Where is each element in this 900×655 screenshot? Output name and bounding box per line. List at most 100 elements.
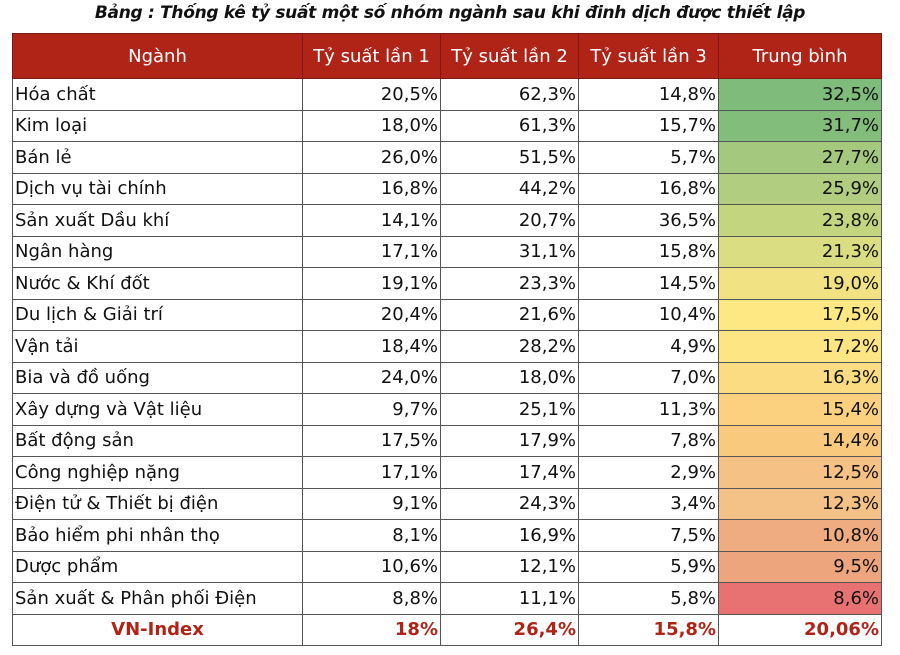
table-row: Xây dựng và Vật liệu 9,7% 25,1% 11,3% 15,4% xyxy=(12,393,882,426)
yield-2-cell: 44,2% xyxy=(440,172,579,205)
table-row: Bảo hiểm phi nhân thọ 8,1% 16,9% 7,5% 10,8% xyxy=(12,519,882,552)
average-cell: 17,5% xyxy=(718,298,882,331)
table-row: Điện tử & Thiết bị điện 9,1% 24,3% 3,4% 12,3… xyxy=(12,487,882,520)
average-cell: 16,3% xyxy=(718,361,882,394)
yield-1-cell: 8,1% xyxy=(302,519,441,552)
yield-2-cell: 61,3% xyxy=(440,109,579,142)
yield-1-cell: 17,5% xyxy=(302,424,441,457)
yield-1-cell: 18,0% xyxy=(302,109,441,142)
table-row: Kim loại 18,0% 61,3% 15,7% 31,7% xyxy=(12,109,882,142)
header-yield-2: Tỷ suất lần 2 xyxy=(440,33,579,79)
yield-1-cell: 9,7% xyxy=(302,393,441,426)
average-cell: 15,4% xyxy=(718,393,882,426)
sector-cell: VN-Index xyxy=(12,613,303,646)
yield-1-cell: 16,8% xyxy=(302,172,441,205)
yield-3-cell: 5,7% xyxy=(578,141,719,174)
header-yield-3: Tỷ suất lần 3 xyxy=(578,33,719,79)
average-cell: 25,9% xyxy=(718,172,882,205)
average-cell: 19,0% xyxy=(718,267,882,300)
table-row: Du lịch & Giải trí 20,4% 21,6% 10,4% 17,5% xyxy=(12,298,882,331)
yield-2-cell: 17,9% xyxy=(440,424,579,457)
table-row: Nước & Khí đốt 19,1% 23,3% 14,5% 19,0% xyxy=(12,267,882,300)
sector-cell: Dược phẩm xyxy=(12,550,303,583)
yield-2-cell: 31,1% xyxy=(440,235,579,268)
yield-2-cell: 24,3% xyxy=(440,487,579,520)
sector-cell: Bảo hiểm phi nhân thọ xyxy=(12,519,303,552)
sector-yield-table: Ngành Tỷ suất lần 1 Tỷ suất lần 2 Tỷ suấ… xyxy=(12,33,882,646)
yield-2-cell: 21,6% xyxy=(440,298,579,331)
yield-2-cell: 28,2% xyxy=(440,330,579,363)
average-cell: 9,5% xyxy=(718,550,882,583)
yield-1-cell: 18% xyxy=(302,613,441,646)
yield-2-cell: 12,1% xyxy=(440,550,579,583)
table-row: Bia và đồ uống 24,0% 18,0% 7,0% 16,3% xyxy=(12,361,882,394)
sector-cell: Bán lẻ xyxy=(12,141,303,174)
sector-cell: Bất động sản xyxy=(12,424,303,457)
sector-cell: Hóa chất xyxy=(12,78,303,111)
yield-2-cell: 25,1% xyxy=(440,393,579,426)
yield-1-cell: 8,8% xyxy=(302,582,441,615)
table-caption: Bảng : Thống kê tỷ suất một số nhóm ngàn… xyxy=(94,3,806,23)
sector-cell: Dịch vụ tài chính xyxy=(12,172,303,205)
yield-3-cell: 2,9% xyxy=(578,456,719,489)
table-row: Sản xuất & Phân phối Điện 8,8% 11,1% 5,8% 8,… xyxy=(12,582,882,615)
average-cell: 20,06% xyxy=(718,613,882,646)
average-cell: 8,6% xyxy=(718,582,882,615)
sector-cell: Điện tử & Thiết bị điện xyxy=(12,487,303,520)
yield-1-cell: 20,5% xyxy=(302,78,441,111)
sector-cell: Bia và đồ uống xyxy=(12,361,303,394)
yield-3-cell: 3,4% xyxy=(578,487,719,520)
yield-3-cell: 7,8% xyxy=(578,424,719,457)
table-row: Bất động sản 17,5% 17,9% 7,8% 14,4% xyxy=(12,424,882,457)
average-cell: 31,7% xyxy=(718,109,882,142)
yield-1-cell: 10,6% xyxy=(302,550,441,583)
average-cell: 23,8% xyxy=(718,204,882,237)
table-row: Vận tải 18,4% 28,2% 4,9% 17,2% xyxy=(12,330,882,363)
average-cell: 21,3% xyxy=(718,235,882,268)
yield-3-cell: 15,7% xyxy=(578,109,719,142)
yield-3-cell: 7,0% xyxy=(578,361,719,394)
sector-cell: Kim loại xyxy=(12,109,303,142)
yield-2-cell: 51,5% xyxy=(440,141,579,174)
yield-3-cell: 7,5% xyxy=(578,519,719,552)
yield-3-cell: 11,3% xyxy=(578,393,719,426)
header-sector: Ngành xyxy=(12,33,303,79)
yield-3-cell: 4,9% xyxy=(578,330,719,363)
yield-1-cell: 24,0% xyxy=(302,361,441,394)
sector-cell: Vận tải xyxy=(12,330,303,363)
yield-3-cell: 5,8% xyxy=(578,582,719,615)
yield-2-cell: 23,3% xyxy=(440,267,579,300)
yield-1-cell: 20,4% xyxy=(302,298,441,331)
table-row: Bán lẻ 26,0% 51,5% 5,7% 27,7% xyxy=(12,141,882,174)
table-row: Dịch vụ tài chính 16,8% 44,2% 16,8% 25,9% xyxy=(12,172,882,205)
sector-cell: Du lịch & Giải trí xyxy=(12,298,303,331)
average-cell: 14,4% xyxy=(718,424,882,457)
yield-3-cell: 36,5% xyxy=(578,204,719,237)
sector-cell: Sản xuất & Phân phối Điện xyxy=(12,582,303,615)
sector-cell: Nước & Khí đốt xyxy=(12,267,303,300)
yield-2-cell: 26,4% xyxy=(440,613,579,646)
table-row: Sản xuất Dầu khí 14,1% 20,7% 36,5% 23,8% xyxy=(12,204,882,237)
average-cell: 12,3% xyxy=(718,487,882,520)
yield-3-cell: 15,8% xyxy=(578,613,719,646)
yield-3-cell: 5,9% xyxy=(578,550,719,583)
header-row: Ngành Tỷ suất lần 1 Tỷ suất lần 2 Tỷ suấ… xyxy=(12,33,882,79)
yield-2-cell: 17,4% xyxy=(440,456,579,489)
yield-1-cell: 9,1% xyxy=(302,487,441,520)
yield-1-cell: 26,0% xyxy=(302,141,441,174)
yield-2-cell: 62,3% xyxy=(440,78,579,111)
sector-cell: Sản xuất Dầu khí xyxy=(12,204,303,237)
average-cell: 12,5% xyxy=(718,456,882,489)
yield-2-cell: 11,1% xyxy=(440,582,579,615)
yield-3-cell: 14,5% xyxy=(578,267,719,300)
header-average: Trung bình xyxy=(718,33,882,79)
sector-cell: Ngân hàng xyxy=(12,235,303,268)
sector-cell: Công nghiệp nặng xyxy=(12,456,303,489)
average-cell: 27,7% xyxy=(718,141,882,174)
yield-2-cell: 16,9% xyxy=(440,519,579,552)
total-row: VN-Index 18% 26,4% 15,8% 20,06% xyxy=(12,613,882,646)
sector-cell: Xây dựng và Vật liệu xyxy=(12,393,303,426)
table-row: Ngân hàng 17,1% 31,1% 15,8% 21,3% xyxy=(12,235,882,268)
yield-1-cell: 14,1% xyxy=(302,204,441,237)
yield-1-cell: 17,1% xyxy=(302,456,441,489)
